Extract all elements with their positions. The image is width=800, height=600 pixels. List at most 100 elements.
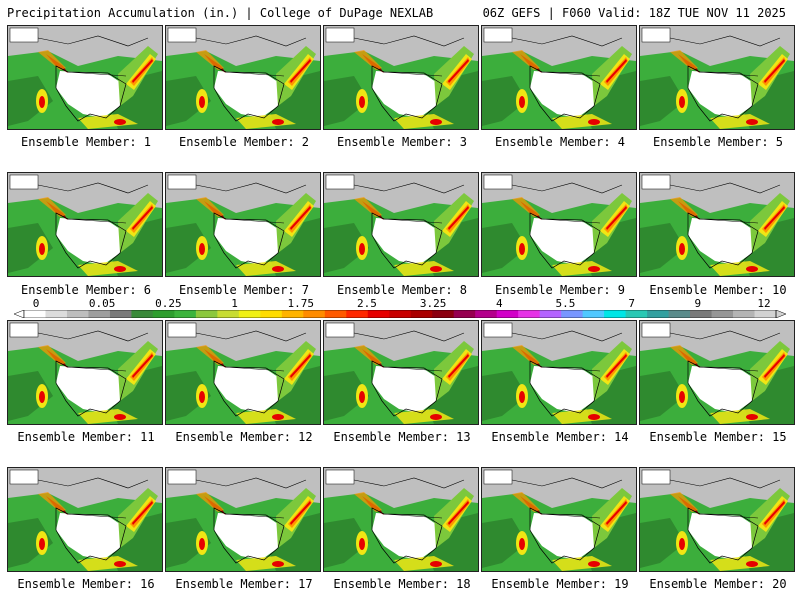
- colorbar-segment: [711, 310, 734, 318]
- run-valid-time: 06Z GEFS | F060 Valid: 18Z TUE NOV 11 20…: [482, 6, 786, 20]
- precipitation-map: [482, 26, 636, 129]
- ensemble-member-caption: Ensemble Member: 12: [175, 430, 313, 444]
- ensemble-map-panel: [481, 467, 637, 572]
- colorbar-tick-label: 0.25: [155, 297, 182, 310]
- colorbar-tick-label: 3.25: [419, 297, 447, 310]
- ensemble-member-caption: Ensemble Member: 3: [336, 135, 468, 149]
- colorbar-segment: [281, 310, 304, 318]
- ensemble-map-panel: [323, 320, 479, 425]
- colorbar-segment: [475, 310, 498, 318]
- colorbar-segment: [217, 310, 240, 318]
- ensemble-member-caption: Ensemble Member: 20: [649, 577, 787, 591]
- colorbar-tick-label: 5.5: [555, 297, 576, 310]
- colorbar-max-arrow: [775, 310, 786, 318]
- colorbar-segment: [152, 310, 175, 318]
- colorbar-segment: [174, 310, 197, 318]
- precipitation-map: [166, 321, 320, 424]
- ensemble-member-caption: Ensemble Member: 6: [20, 283, 152, 297]
- precipitation-map: [166, 26, 320, 129]
- precipitation-map: [166, 468, 320, 571]
- colorbar-min-arrow: [14, 310, 25, 318]
- precipitation-map: [324, 173, 478, 276]
- colorbar-segment: [346, 310, 369, 318]
- colorbar-tick-label: 1.75: [287, 297, 314, 310]
- colorbar: [14, 310, 786, 318]
- colorbar-segment: [647, 310, 670, 318]
- ensemble-map-panel: [323, 467, 479, 572]
- colorbar-tick-label: 7: [628, 297, 635, 310]
- colorbar-segment: [453, 310, 476, 318]
- colorbar-segment: [195, 310, 218, 318]
- ensemble-map-panel: [7, 467, 163, 572]
- ensemble-map-panel: [639, 320, 795, 425]
- ensemble-map-panel: [7, 320, 163, 425]
- ensemble-map-panel: [165, 467, 321, 572]
- colorbar-segment: [754, 310, 777, 318]
- ensemble-map-panel: [323, 25, 479, 130]
- ensemble-member-caption: Ensemble Member: 15: [649, 430, 787, 444]
- ensemble-member-caption: Ensemble Member: 9: [494, 283, 626, 297]
- ensemble-map-panel: [165, 320, 321, 425]
- precipitation-map: [324, 321, 478, 424]
- ensemble-map-panel: [481, 172, 637, 277]
- precipitation-map: [482, 173, 636, 276]
- ensemble-member-caption: Ensemble Member: 14: [491, 430, 629, 444]
- precipitation-map: [8, 173, 162, 276]
- ensemble-map-panel: [481, 320, 637, 425]
- ensemble-member-caption: Ensemble Member: 19: [491, 577, 629, 591]
- ensemble-map-panel: [481, 25, 637, 130]
- colorbar-segment: [303, 310, 326, 318]
- precipitation-map: [324, 26, 478, 129]
- ensemble-member-caption: Ensemble Member: 4: [494, 135, 626, 149]
- ensemble-member-caption: Ensemble Member: 16: [17, 577, 155, 591]
- ensemble-member-caption: Ensemble Member: 1: [20, 135, 152, 149]
- colorbar-segment: [66, 310, 89, 318]
- colorbar-segment: [131, 310, 154, 318]
- colorbar-tick-label: 0.05: [88, 297, 116, 310]
- colorbar-segment: [45, 310, 68, 318]
- colorbar-segment: [561, 310, 584, 318]
- ensemble-map-panel: [7, 172, 163, 277]
- colorbar-segment: [733, 310, 756, 318]
- precipitation-map: [640, 26, 794, 129]
- colorbar-segment: [367, 310, 390, 318]
- ensemble-map-panel: [639, 467, 795, 572]
- ensemble-member-caption: Ensemble Member: 11: [17, 430, 155, 444]
- colorbar-segment: [88, 310, 111, 318]
- precipitation-map: [482, 468, 636, 571]
- ensemble-member-caption: Ensemble Member: 7: [178, 283, 310, 297]
- colorbar-tick-label: 12: [757, 297, 771, 310]
- colorbar-segment: [24, 310, 46, 318]
- ensemble-member-caption: Ensemble Member: 10: [649, 283, 787, 297]
- precipitation-map: [640, 321, 794, 424]
- precipitation-map: [166, 173, 320, 276]
- colorbar-segment: [690, 310, 713, 318]
- colorbar-segment: [260, 310, 283, 318]
- colorbar-segment: [539, 310, 562, 318]
- colorbar-segment: [432, 310, 455, 318]
- ensemble-map-panel: [165, 172, 321, 277]
- colorbar-tick-label: 1: [231, 297, 238, 310]
- ensemble-map-panel: [639, 172, 795, 277]
- colorbar-segment: [668, 310, 691, 318]
- ensemble-member-caption: Ensemble Member: 18: [333, 577, 471, 591]
- ensemble-member-caption: Ensemble Member: 17: [175, 577, 313, 591]
- ensemble-member-caption: Ensemble Member: 2: [178, 135, 310, 149]
- ensemble-map-panel: [639, 25, 795, 130]
- precipitation-map: [640, 468, 794, 571]
- colorbar-segment: [582, 310, 605, 318]
- precipitation-map: [482, 321, 636, 424]
- colorbar-segment: [324, 310, 347, 318]
- colorbar-tick-label: 2.5: [356, 297, 377, 310]
- colorbar-segment: [604, 310, 627, 318]
- colorbar-segment: [625, 310, 648, 318]
- precipitation-map: [640, 173, 794, 276]
- ensemble-member-caption: Ensemble Member: 5: [652, 135, 784, 149]
- ensemble-map-panel: [165, 25, 321, 130]
- colorbar-segment: [410, 310, 433, 318]
- precipitation-map: [324, 468, 478, 571]
- precipitation-map: [8, 26, 162, 129]
- ensemble-map-panel: [323, 172, 479, 277]
- colorbar-segment: [389, 310, 412, 318]
- ensemble-member-caption: Ensemble Member: 8: [336, 283, 468, 297]
